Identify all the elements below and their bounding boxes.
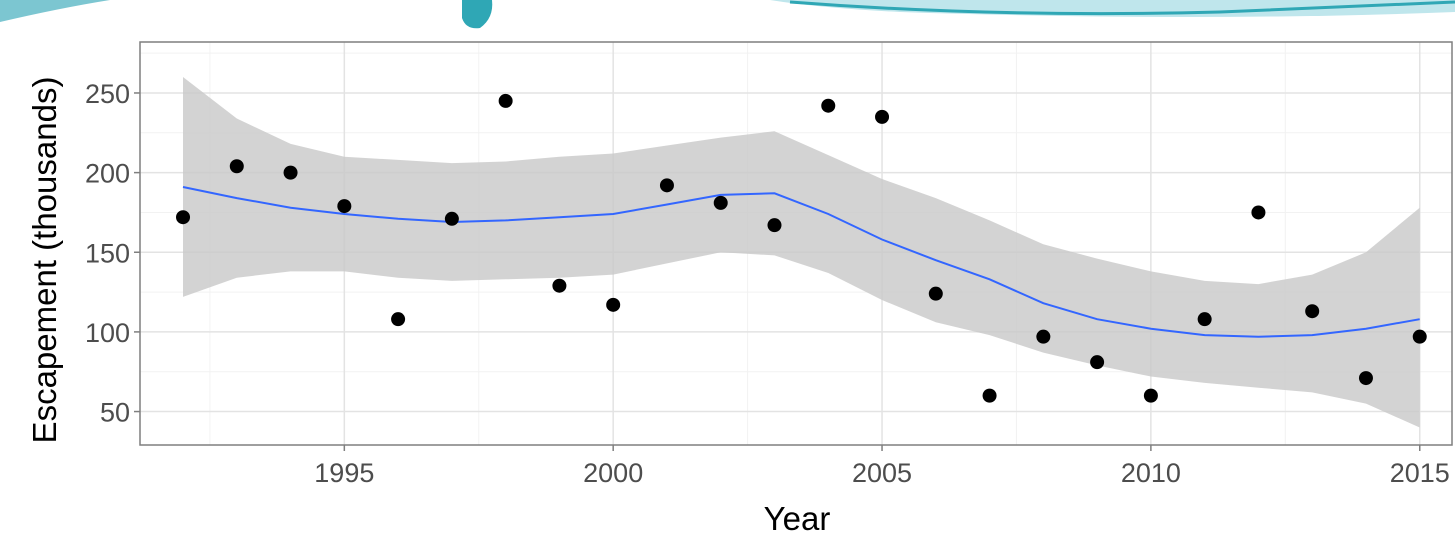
y-axis-title: Escapement (thousands) [26, 77, 63, 444]
x-axis-title: Year [764, 500, 831, 536]
x-tick-label: 2000 [583, 458, 643, 488]
data-point [176, 210, 191, 225]
x-tick-label: 2010 [1121, 458, 1181, 488]
y-tick-label: 200 [85, 159, 130, 189]
data-point [1090, 355, 1105, 370]
data-point [1197, 312, 1212, 327]
data-point [1036, 329, 1051, 344]
data-point [659, 178, 674, 193]
data-point [713, 195, 728, 210]
data-point [821, 98, 836, 113]
y-tick-label: 150 [85, 238, 130, 268]
data-point [552, 278, 567, 293]
data-point [1143, 388, 1158, 403]
smooth-line [182, 186, 1420, 338]
data-point [1412, 329, 1427, 344]
panel-border [139, 41, 1453, 446]
decor-swoosh-right [770, 0, 1455, 17]
decor-swoosh-line [789, 0, 1455, 16]
data-point [1251, 205, 1266, 220]
data-point [283, 165, 298, 180]
y-tick-label: 50 [100, 398, 130, 428]
plot-area: 1995 2000 2005 2010 2015 50 100 150 200 250 [85, 41, 1453, 488]
data-point [1305, 304, 1320, 319]
y-tick-label: 100 [85, 318, 130, 348]
header-decoration [0, 0, 1455, 29]
confidence-ribbon [183, 77, 1420, 428]
data-point [498, 93, 513, 108]
data-point [982, 388, 997, 403]
data-point [444, 211, 459, 226]
data-point [229, 159, 244, 174]
data-point [337, 199, 352, 214]
y-tick-label: 250 [85, 79, 130, 109]
x-tick-label: 1995 [314, 458, 374, 488]
data-point [875, 109, 890, 124]
decor-swoosh-left [0, 0, 110, 22]
decor-teal-mark [462, 0, 493, 29]
data-point [1358, 371, 1373, 386]
data-point [928, 286, 943, 301]
data-point [606, 297, 621, 312]
x-tick-label: 2005 [852, 458, 912, 488]
x-tick-label: 2015 [1390, 458, 1450, 488]
data-point [391, 312, 406, 327]
data-point [767, 218, 782, 233]
